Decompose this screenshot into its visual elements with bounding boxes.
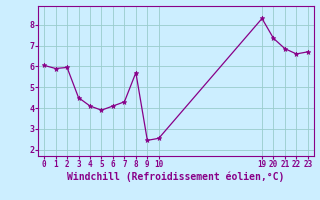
X-axis label: Windchill (Refroidissement éolien,°C): Windchill (Refroidissement éolien,°C) — [67, 172, 285, 182]
